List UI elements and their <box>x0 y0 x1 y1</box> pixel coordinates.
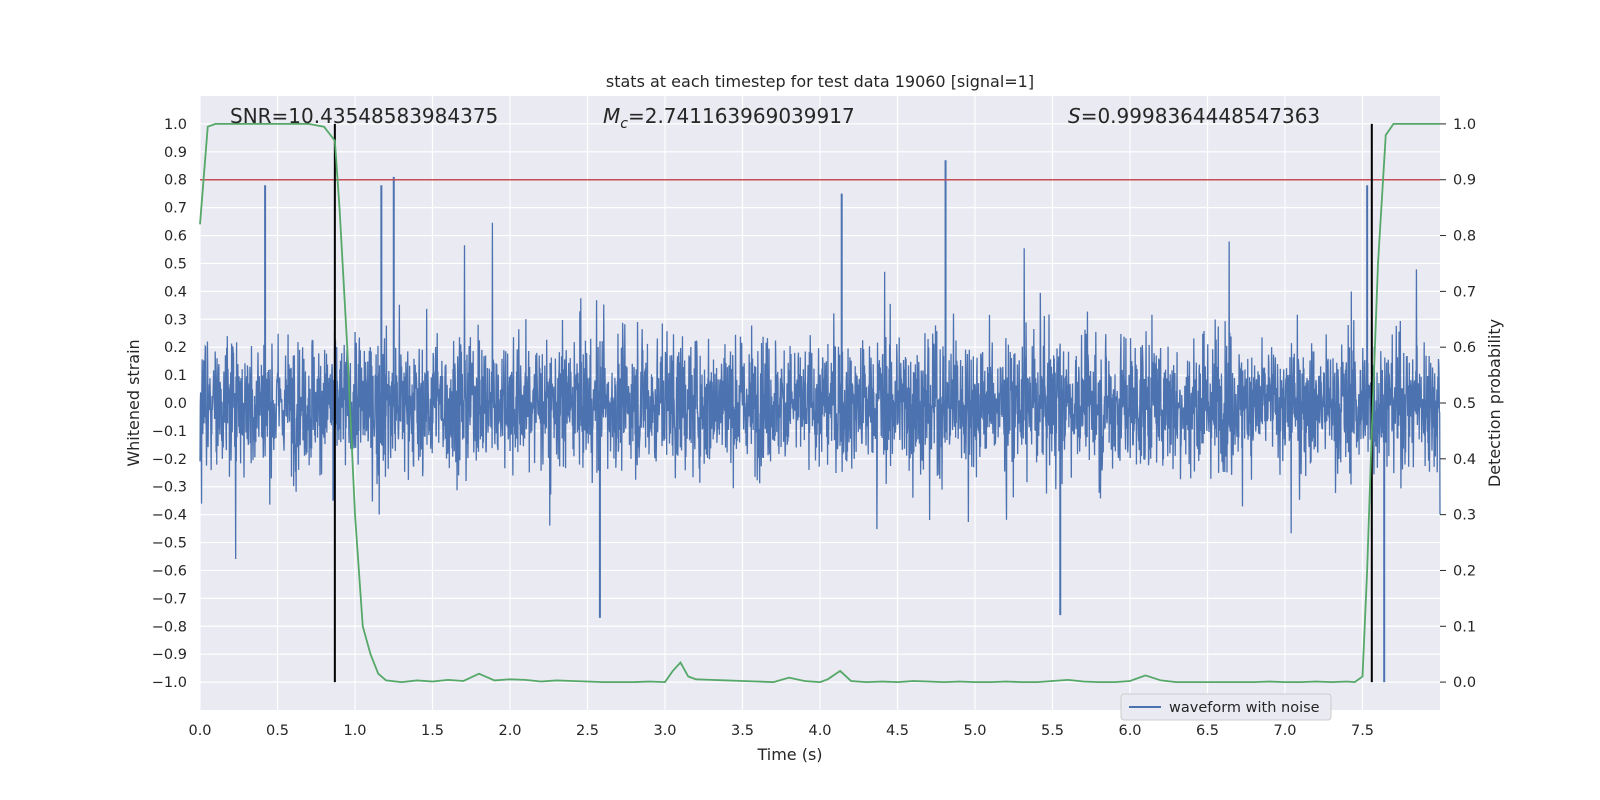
y-left-tick-label: 0.1 <box>164 368 187 384</box>
legend: waveform with noise <box>1120 693 1332 721</box>
mc-value: =2.741163969039917 <box>628 104 855 128</box>
x-axis-label: Time (s) <box>756 745 822 764</box>
y-right-tick-label: 0.8 <box>1453 229 1476 245</box>
y-left-tick-label: −0.7 <box>152 591 187 607</box>
s-symbol: S <box>1068 104 1081 128</box>
x-tick-label: 3.0 <box>653 723 676 739</box>
y-right-axis-label: Detection probability <box>1485 319 1504 487</box>
y-left-tick-label: 0.3 <box>164 312 187 328</box>
x-tick-label: 1.5 <box>421 723 444 739</box>
x-tick-label: 3.5 <box>731 723 754 739</box>
x-tick-label: 5.5 <box>1041 723 1064 739</box>
y-left-tick-label: 0.8 <box>164 173 187 189</box>
s-value: =0.9998364448547363 <box>1081 104 1320 128</box>
x-tick-label: 0.5 <box>266 723 289 739</box>
y-left-tick-label: −0.8 <box>152 619 187 635</box>
mc-symbol: M <box>603 104 620 128</box>
y-left-tick-label: 0.0 <box>164 396 187 412</box>
mc-subscript: c <box>620 116 628 132</box>
y-left-tick-label: −0.4 <box>152 508 187 524</box>
x-tick-label: 7.5 <box>1351 723 1374 739</box>
detection-probability-line <box>199 123 1440 684</box>
y-right-tick-label: 0.4 <box>1453 452 1476 468</box>
x-tick-label: 5.0 <box>963 723 986 739</box>
y-right-tick-label: 0.2 <box>1453 563 1476 579</box>
waveform-series <box>199 160 1441 683</box>
y-right-tick-label: 0.5 <box>1453 396 1476 412</box>
y-left-tick-label: −0.3 <box>152 480 187 496</box>
y-left-tick-label: 0.9 <box>164 145 187 161</box>
chart-title: stats at each timestep for test data 190… <box>606 72 1034 91</box>
y-left-tick-label: 0.6 <box>164 229 187 245</box>
x-tick-label: 1.0 <box>343 723 366 739</box>
y-left-tick-label: −0.5 <box>152 536 187 552</box>
y-left-tick-label: −0.9 <box>152 647 187 663</box>
x-tick-label: 6.0 <box>1118 723 1141 739</box>
y-left-tick-label: −1.0 <box>152 675 187 691</box>
y-left-tick-label: 0.4 <box>164 284 187 300</box>
x-tick-label: 4.0 <box>808 723 831 739</box>
legend-box <box>1120 693 1332 721</box>
y-left-tick-label: 0.7 <box>164 201 187 217</box>
y-left-tick-label: 1.0 <box>164 117 187 133</box>
y-left-tick-label: 0.2 <box>164 340 187 356</box>
x-tick-label: 2.0 <box>498 723 521 739</box>
y-left-axis-label: Whitened strain <box>124 339 143 466</box>
snr-annotation: SNR=10.43548583984375 <box>230 104 498 128</box>
y-left-tick-label: 0.5 <box>164 256 187 272</box>
y-right-tick-label: 0.7 <box>1453 284 1476 300</box>
x-tick-label: 4.5 <box>886 723 909 739</box>
score-annotation: S=0.9998364448547363 <box>1068 104 1320 128</box>
x-tick-label: 0.0 <box>188 723 211 739</box>
chirp-mass-annotation: Mc=2.741163969039917 <box>603 104 855 132</box>
waveform-line <box>199 222 1441 560</box>
x-tick-label: 7.0 <box>1273 723 1296 739</box>
y-right-tick-label: 0.3 <box>1453 508 1476 524</box>
y-right-tick-label: 0.9 <box>1453 173 1476 189</box>
y-left-axis-ticks: 1.0 0.9 0.8 0.7 0.6 0.5 0.4 0.3 0.2 0.1 0.0 −0.1 −0.… <box>152 117 187 691</box>
y-right-tick-label: 0.6 <box>1453 340 1476 356</box>
y-left-tick-label: −0.2 <box>152 452 187 468</box>
y-right-axis-ticks: 1.0 0.9 0.8 0.7 0.6 0.5 0.4 0.3 0.2 0.1 0.0 <box>1440 117 1476 691</box>
y-left-tick-label: −0.6 <box>152 563 187 579</box>
x-tick-label: 6.5 <box>1196 723 1219 739</box>
y-right-tick-label: 1.0 <box>1453 117 1476 133</box>
x-tick-label: 2.5 <box>576 723 599 739</box>
x-axis-ticks: 0.0 0.5 1.0 1.5 2.0 2.5 3.0 3.5 4.0 4.5 5.0 5.5 6.0 6… <box>188 723 1374 739</box>
y-right-tick-label: 0.0 <box>1453 675 1476 691</box>
y-left-tick-label: −0.1 <box>152 424 187 440</box>
overlays <box>199 123 1440 684</box>
legend-label: waveform with noise <box>1169 700 1320 716</box>
y-right-tick-label: 0.1 <box>1453 619 1476 635</box>
